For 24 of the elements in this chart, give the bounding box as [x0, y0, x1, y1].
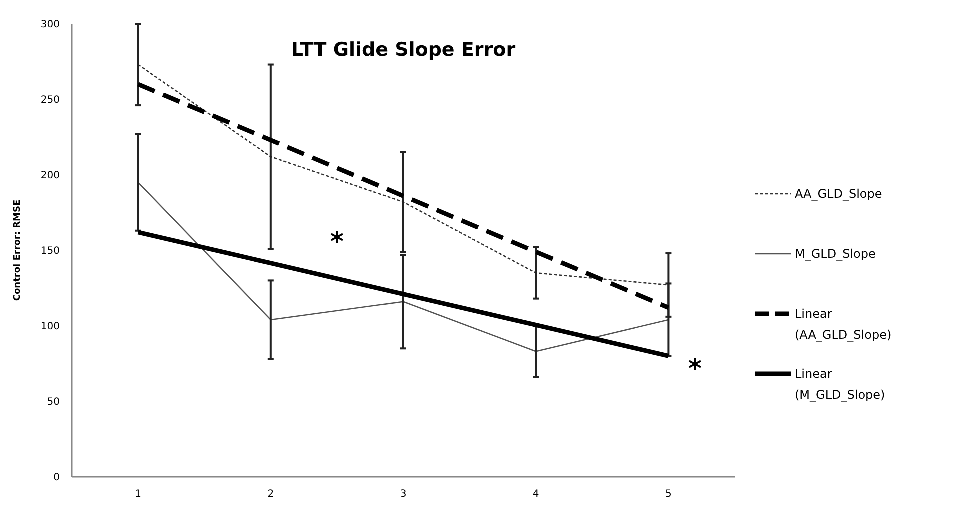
text: LTT Glide Slope Error — [291, 39, 516, 61]
legend-label: Linear (M_GLD_Slope) — [795, 367, 886, 402]
y-tick-label: 50 — [47, 397, 60, 408]
y-axis-title: Control Error: RMSE — [13, 200, 23, 302]
y-tick-label: 250 — [40, 95, 60, 106]
y-tick-label: 0 — [54, 472, 60, 484]
line-series — [138, 182, 670, 352]
y-tick-label: 150 — [40, 246, 60, 257]
annotation: * — [330, 228, 344, 258]
y-tick-label: 300 — [40, 20, 60, 30]
legend-label: Linear (AA_GLD_Slope) — [795, 307, 892, 342]
legend-label: M_GLD_Slope — [795, 247, 876, 262]
x-tick-label: 5 — [666, 489, 672, 500]
line-series — [138, 64, 670, 286]
y-tick-label: 200 — [40, 170, 60, 182]
y-tick-label: 100 — [40, 322, 60, 332]
x-tick-label: 3 — [400, 489, 407, 500]
x-tick-label: 1 — [135, 489, 142, 500]
line-series — [136, 230, 671, 358]
legend-label: AA_GLD_Slope — [795, 187, 882, 202]
x-tick-label: 2 — [268, 489, 274, 500]
line-series — [136, 82, 671, 310]
annotation: * — [688, 354, 702, 384]
x-tick-label: 4 — [532, 489, 540, 500]
